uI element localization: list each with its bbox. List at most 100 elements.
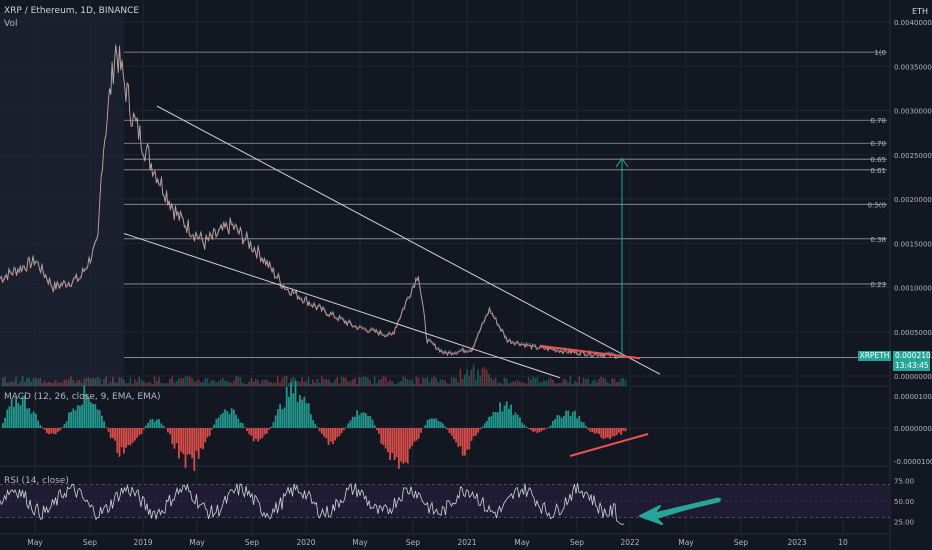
rsi-y-tick-label: 25.00 [894,519,914,527]
volume-bar [68,379,70,386]
volume-bar [32,377,35,386]
volume-bar [373,376,376,386]
volume-bar [202,381,204,386]
volume-bar [369,379,371,386]
macd-label: MACD (12, 26, close, 9, EMA, EMA) [4,392,161,402]
volume-bar [96,377,99,386]
macd-histogram-bar [270,426,273,428]
macd-histogram-bar [338,428,341,437]
macd-histogram-bar [464,428,466,456]
macd-histogram-bar [420,428,422,433]
macd-histogram-bar [160,423,163,428]
volume-bar [466,369,468,386]
macd-histogram-bar [497,412,499,428]
macd-histogram-bar [24,395,26,428]
macd-histogram-bar [503,405,506,428]
macd-histogram-bar [43,428,46,430]
macd-histogram-bar [32,411,35,428]
fib-level-label: 0.78 [870,117,886,125]
macd-histogram-bar [532,428,534,432]
macd-histogram-bar [538,428,541,432]
symbol-tag: XRPETH [858,351,891,361]
macd-histogram-bar [136,428,138,438]
macd-histogram-bar [184,428,187,468]
x-tick-label: 2022 [620,538,639,547]
macd-histogram-bar [499,402,501,428]
macd-histogram-bar [296,402,299,428]
macd-histogram-bar [426,420,429,428]
macd-histogram-bar [217,417,220,428]
macd-histogram-bar [459,428,462,447]
macd-histogram-bar [433,418,435,428]
volume-bar [312,379,314,386]
volume-bar [569,376,572,386]
macd-histogram-bar [301,399,303,428]
x-tick-label: May [514,538,530,547]
macd-histogram-bar [118,428,121,457]
volume-bar [541,382,543,386]
macd-histogram-bar [233,409,235,428]
macd-histogram-bar [602,428,605,440]
volume-bar [103,378,105,386]
macd-histogram-bar [107,428,110,432]
volume-bar [200,382,202,386]
volume-bar [585,379,587,386]
volume-bar [622,378,624,386]
volume-bar [76,379,79,386]
volume-bar [26,378,28,386]
macd-histogram-bar [4,417,6,428]
target-arrow-head [615,157,629,168]
macd-histogram-bar [263,428,266,435]
macd-histogram-bar [281,409,284,428]
volume-bar [428,381,431,386]
volume-bar [347,382,349,386]
macd-histogram-bar [114,428,116,441]
volume-bar [338,383,341,386]
macd-histogram-bar [325,428,328,439]
volume-bar [413,383,415,386]
volume-bar [574,381,576,386]
macd-histogram-bar [246,428,248,432]
macd-histogram-bar [120,428,123,448]
macd-histogram-bar [417,428,420,439]
macd-histogram-bar [358,415,361,428]
macd-histogram-bar [549,425,552,428]
macd-histogram-bar [13,406,15,428]
volume-bar [167,383,169,386]
volume-bar [314,382,316,386]
macd-histogram-bar [94,404,97,428]
volume-bar [503,377,506,386]
volume-bar [615,382,618,386]
macd-histogram-bar [213,424,215,428]
macd-histogram-bar [272,422,275,428]
macd-histogram-bar [274,415,277,428]
macd-histogram-bar [334,428,336,441]
macd-histogram-bar [362,412,365,428]
volume-bar [83,378,85,386]
volume-bar [72,379,74,386]
volume-bar [422,377,424,386]
macd-histogram-bar [186,428,189,455]
volume-bar [538,382,541,386]
macd-histogram-bar [563,415,565,428]
volume-bar [527,377,530,386]
macd-y-tick-label: 0.0000100 [894,393,932,401]
macd-histogram-bar [52,428,55,434]
volume-bar [596,382,598,386]
volume-bar [180,378,182,386]
macd-histogram-bar [189,428,191,455]
x-tick-label: May [27,538,43,547]
volume-bar [587,378,589,386]
macd-histogram-bar [197,428,200,459]
macd-histogram-bar [349,420,352,428]
volume-bar [2,377,4,386]
volume-bar [310,383,312,386]
macd-histogram-bar [219,414,222,428]
volume-bar [171,376,173,386]
countdown-tag: 13:43:45 [893,361,930,371]
macd-histogram-bar [230,408,233,428]
macd-histogram-bar [193,428,196,471]
macd-histogram-bar [607,428,609,438]
volume-bar [244,383,246,386]
